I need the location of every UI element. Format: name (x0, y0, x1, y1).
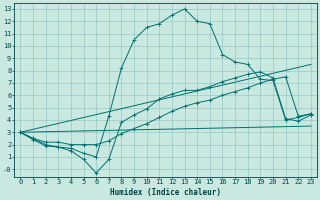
X-axis label: Humidex (Indice chaleur): Humidex (Indice chaleur) (110, 188, 221, 197)
